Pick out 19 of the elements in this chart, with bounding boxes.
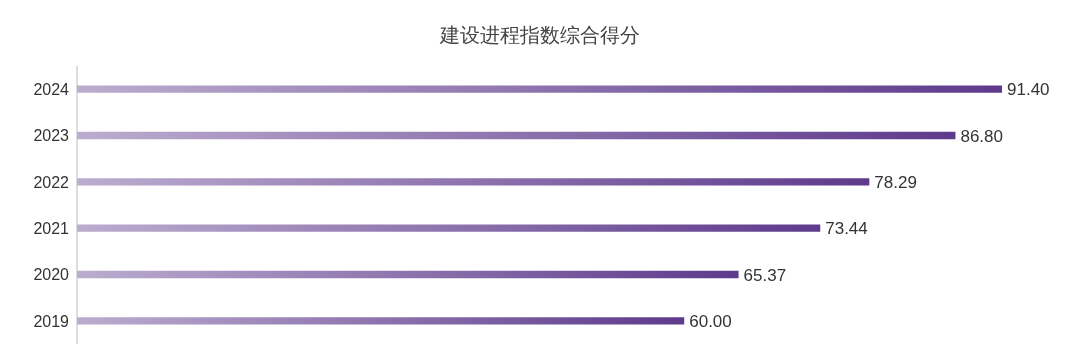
bar [77, 131, 956, 140]
y-tick-label: 2023 [33, 127, 70, 145]
y-tick-label: 2019 [33, 312, 70, 330]
bar [77, 85, 1002, 93]
data-label: 60.00 [689, 311, 732, 331]
data-label: 73.44 [825, 219, 868, 239]
bar [77, 270, 739, 279]
y-tick-label: 2022 [33, 173, 70, 191]
y-tick-label: 2024 [33, 80, 70, 98]
bar [77, 317, 685, 325]
bar [77, 224, 821, 232]
data-label: 78.29 [874, 172, 917, 192]
bar [77, 178, 870, 186]
data-label: 91.40 [1007, 80, 1050, 100]
data-label: 65.37 [743, 265, 787, 285]
data-label: 86.80 [960, 126, 1003, 146]
chart-title: 建设进程指数综合得分 [439, 22, 641, 49]
y-tick-label: 2021 [33, 219, 70, 237]
y-tick-label: 2020 [33, 266, 70, 284]
